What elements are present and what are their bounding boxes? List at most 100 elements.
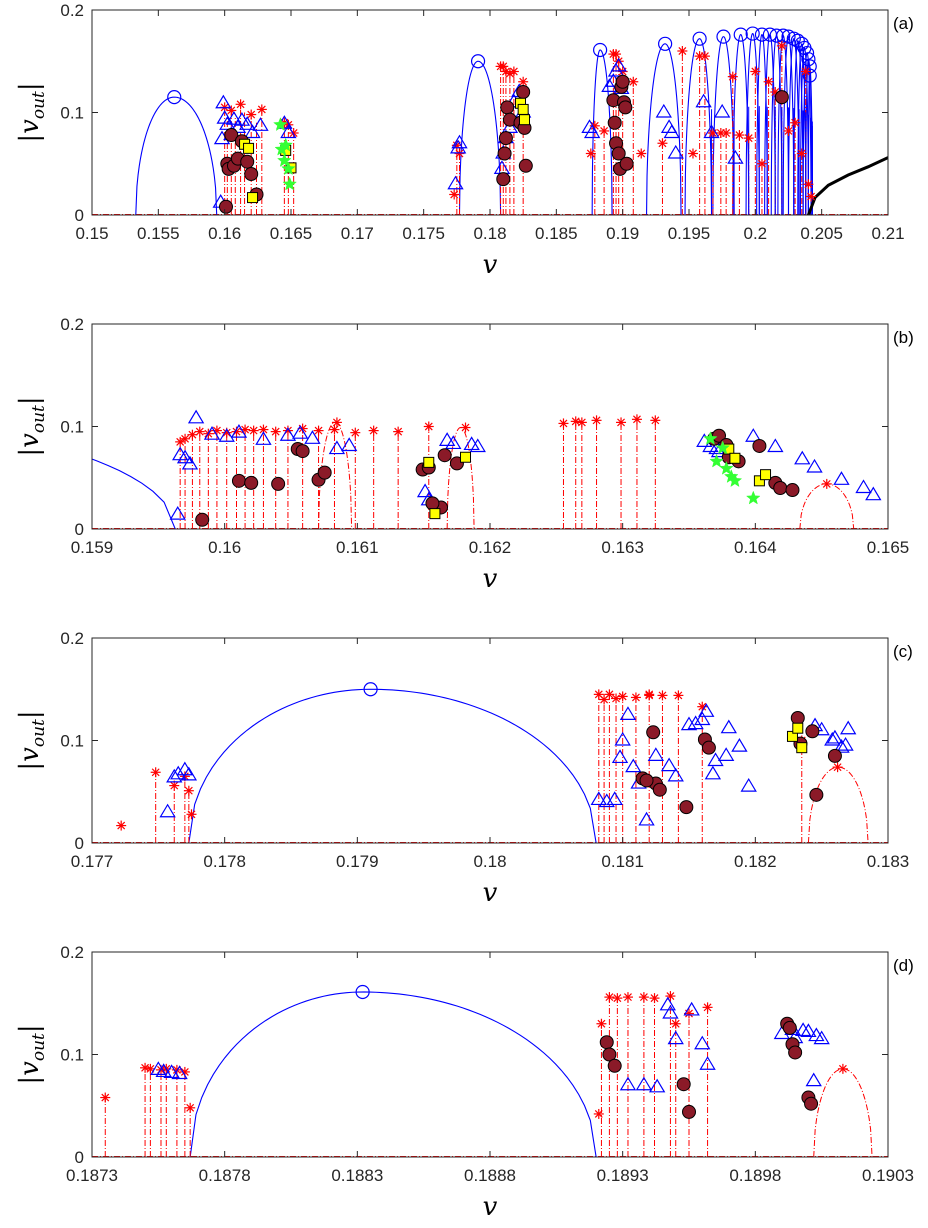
stability-branch-line: [135, 96, 218, 215]
x-tick-label: 0.15: [75, 224, 108, 243]
triangle-marker: [663, 124, 680, 139]
triangle-marker: [218, 428, 235, 442]
filled-circle-marker: [774, 90, 789, 105]
red-star-marker: [622, 992, 633, 1003]
red-star-stroke: [605, 993, 614, 1002]
x-tick-label: 0.159: [71, 538, 114, 557]
red-star-marker: [593, 1108, 604, 1119]
triangle-marker: [648, 1078, 666, 1093]
y-tick-label: 0.2: [60, 1, 84, 20]
red-star-marker: [576, 417, 587, 428]
red-star-marker: [116, 820, 127, 831]
red-star-stroke: [703, 1003, 712, 1012]
red-star-stroke: [771, 88, 780, 96]
triangle-marker: [328, 440, 346, 455]
red-star-marker: [657, 690, 668, 701]
open-circle-marker: [776, 28, 791, 43]
filled-circle-marker: [231, 473, 246, 488]
y-label-subscript: out: [29, 719, 49, 747]
y-label-close: |: [15, 710, 45, 719]
red-star-marker: [806, 191, 817, 202]
triangle-marker: [176, 449, 194, 464]
filled-circle-marker: [619, 156, 634, 171]
red-star-stroke: [592, 416, 601, 425]
triangle-marker: [239, 116, 256, 130]
triangle-marker: [244, 124, 261, 139]
red-star-stroke: [247, 110, 256, 119]
red-star-marker: [687, 148, 698, 159]
red-star-marker: [677, 46, 688, 56]
triangle-marker: [187, 409, 205, 424]
stability-branch-line: [782, 36, 795, 215]
filled-circle-marker: [615, 74, 630, 89]
red-star-marker: [180, 433, 191, 444]
red-star-marker: [734, 130, 745, 141]
red-star-stroke: [181, 434, 190, 443]
red-star-stroke: [624, 993, 632, 1002]
red-star-stroke: [735, 131, 744, 140]
red-star-marker: [246, 109, 257, 120]
filled-circle-marker: [607, 1058, 622, 1073]
triangle-marker: [695, 93, 712, 108]
red-star-stroke: [577, 418, 586, 427]
plot-area: [92, 952, 888, 1157]
red-star-stroke: [618, 692, 627, 701]
red-star-stroke: [689, 149, 697, 158]
x-axis-label: v: [483, 250, 498, 280]
panel-label: (c): [893, 642, 913, 661]
stability-branch-line: [712, 36, 735, 215]
y-tick-label: 0: [75, 1148, 84, 1167]
red-star-marker: [194, 426, 205, 437]
green-star-marker: [703, 431, 718, 446]
stability-branch-line: [189, 991, 597, 1157]
red-star-marker: [657, 138, 668, 149]
open-circle-marker: [716, 29, 731, 44]
red-star-marker: [638, 992, 649, 1003]
triangle-marker: [280, 124, 297, 139]
filled-circle-marker: [773, 481, 788, 495]
red-star-stroke: [186, 1103, 195, 1112]
y-label-main: |v: [15, 747, 45, 771]
x-tick-label: 0.161: [336, 538, 379, 557]
stability-branch-line: [646, 43, 682, 215]
x-tick-label: 0.1873: [66, 1166, 118, 1185]
red-star-stroke: [658, 691, 667, 700]
triangle-marker: [252, 117, 269, 131]
triangle-marker: [304, 430, 321, 444]
stability-branch-line: [684, 38, 713, 215]
red-star-marker: [617, 691, 628, 702]
open-circle-marker: [658, 36, 673, 51]
panel-d: 0.1873 0.1878 0.1883 0.1888 0.1893 0.1898 0.19…: [15, 943, 914, 1222]
red-star-marker: [313, 425, 324, 436]
red-star-marker: [329, 424, 340, 435]
red-star-marker: [596, 1018, 607, 1029]
square-marker: [796, 742, 808, 754]
open-circle-marker: [593, 42, 608, 58]
red-star-stroke: [509, 67, 518, 76]
filled-circle-marker: [271, 476, 286, 491]
red-star-stroke: [594, 1109, 603, 1118]
filled-circle-marker: [712, 428, 727, 443]
square-marker: [247, 192, 259, 204]
red-star-stroke: [259, 425, 268, 434]
triangle-marker: [694, 1035, 711, 1050]
y-label-close: |: [15, 396, 45, 405]
green-star-marker: [709, 453, 724, 468]
filled-circle-marker: [682, 1104, 696, 1119]
triangle-marker: [163, 1064, 180, 1079]
filled-circle-marker: [646, 725, 661, 740]
red-star-stroke: [594, 690, 603, 699]
red-star-stroke: [586, 149, 595, 158]
filled-circle-marker: [500, 100, 515, 115]
triangle-marker: [833, 471, 850, 485]
red-star-stroke: [671, 1019, 680, 1028]
open-circle-marker: [745, 26, 760, 41]
red-star-stroke: [678, 47, 687, 55]
red-star-stroke: [188, 430, 197, 439]
triangle-marker: [181, 455, 199, 470]
triangle-marker: [159, 803, 176, 818]
stability-branch-line: [458, 60, 502, 215]
triangle-marker: [680, 716, 698, 731]
red-star-stroke: [784, 126, 793, 135]
